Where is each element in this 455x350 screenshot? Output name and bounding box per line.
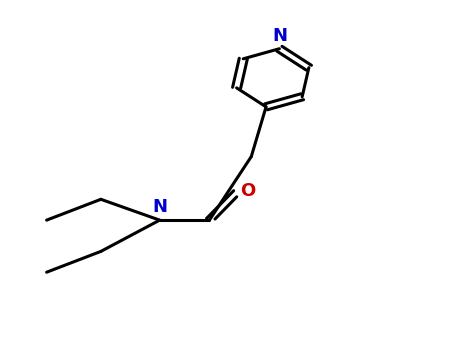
Text: O: O (240, 182, 255, 199)
Text: N: N (152, 198, 167, 216)
Text: N: N (272, 27, 287, 45)
